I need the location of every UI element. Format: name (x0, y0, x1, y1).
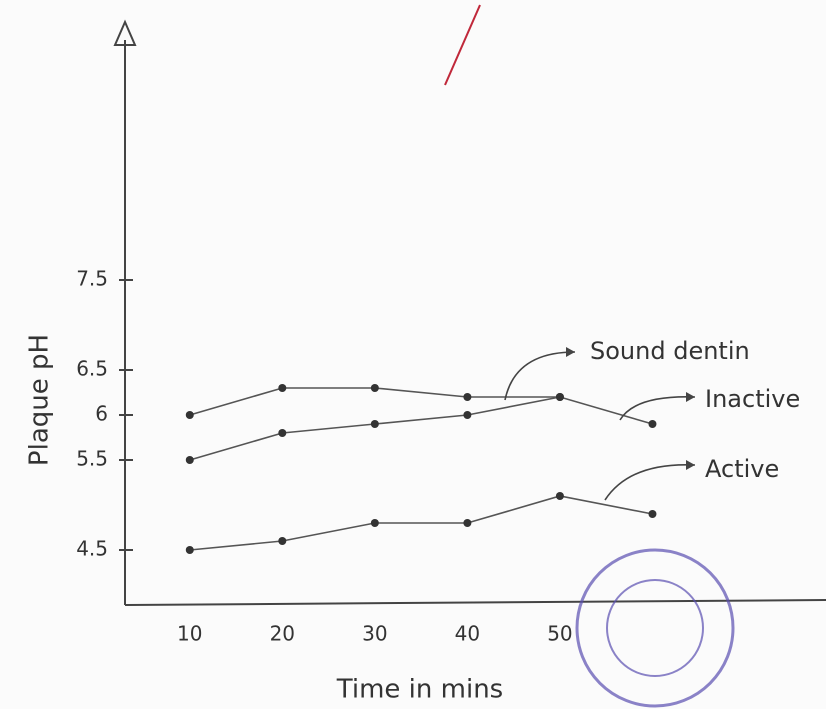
data-point (371, 420, 379, 428)
data-point (556, 492, 564, 500)
data-point (371, 384, 379, 392)
y-tick-label: 7.5 (76, 267, 108, 291)
data-point (648, 510, 656, 518)
series-label: Sound dentin (590, 337, 750, 365)
y-tick-label: 6 (95, 402, 108, 426)
data-point (278, 429, 286, 437)
x-tick-label: 30 (362, 622, 387, 646)
data-point (463, 393, 471, 401)
x-tick-label: 20 (270, 622, 295, 646)
chart: Time in mins Plaque pH 4.5 5.5 6 6.5 7.5 10 20… (0, 0, 826, 709)
y-tick-label: 4.5 (76, 537, 108, 561)
data-point (463, 411, 471, 419)
data-point (463, 519, 471, 527)
y-axis-label: Plaque pH (25, 334, 55, 466)
x-tick-label: 40 (455, 622, 480, 646)
data-point (278, 384, 286, 392)
data-point (278, 537, 286, 545)
x-axis-label: Time in mins (336, 675, 503, 705)
y-tick-label: 5.5 (76, 447, 108, 471)
series-label: Inactive (705, 385, 800, 413)
data-point (186, 456, 194, 464)
data-point (186, 546, 194, 554)
x-tick-label: 10 (177, 622, 202, 646)
data-point (556, 393, 564, 401)
series-label: Active (705, 455, 779, 483)
data-point (648, 420, 656, 428)
y-tick-label: 6.5 (76, 357, 108, 381)
data-point (371, 519, 379, 527)
data-point (186, 411, 194, 419)
x-tick-label: 50 (547, 622, 572, 646)
